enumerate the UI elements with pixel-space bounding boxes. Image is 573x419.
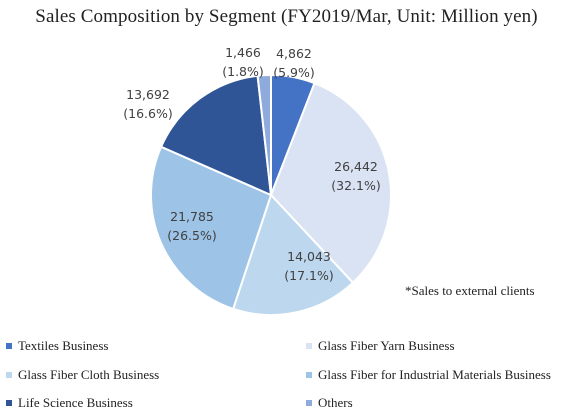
legend-swatch [6,343,12,349]
data-label-glass-fiber-yarn: 26,442 (32.1%) [331,159,380,193]
legend-swatch [306,343,312,349]
data-label-value: 1,466 [225,45,261,60]
data-label-percent: (32.1%) [331,178,380,193]
data-label-value: 26,442 [334,159,378,174]
data-label-value: 14,043 [287,249,331,264]
legend-label: Life Science Business [18,395,133,410]
legend-swatch [306,372,312,378]
data-label-value: 21,785 [170,209,214,224]
legend-label: Textiles Business [18,338,109,353]
data-label-percent: (16.6%) [123,106,172,121]
legend-item-textiles: Textiles Business [6,338,108,354]
legend-item-life-science: Life Science Business [6,395,133,411]
data-label-percent: (1.8%) [222,64,264,79]
pie-slice-life-science [159,74,273,197]
data-label-value: 13,692 [126,87,170,102]
data-label-percent: (26.5%) [167,228,216,243]
legend-label: Glass Fiber Cloth Business [18,367,160,382]
pie-slice-glass-fiber-cloth [231,193,355,316]
legend-item-glass-fiber-cloth: Glass Fiber Cloth Business [6,367,159,383]
pie-slice-others [256,73,272,196]
legend-item-industrial-materials: Glass Fiber for Industrial Materials Bus… [306,367,551,383]
legend-label: Glass Fiber Yarn Business [318,338,455,353]
data-label-glass-fiber-cloth: 14,043 (17.1%) [284,249,333,283]
legend-swatch [6,372,12,378]
data-label-life-science: 13,692 (16.6%) [123,87,172,121]
chart-title: Sales Composition by Segment (FY2019/Mar… [35,6,538,27]
footnote: *Sales to external clients [405,283,535,298]
pie-slice-glass-fiber-yarn [269,81,393,285]
legend-item-others: Others [306,395,353,411]
data-label-value: 4,862 [276,46,312,61]
data-label-percent: (17.1%) [284,268,333,283]
legend-label: Others [318,395,353,410]
legend-label: Glass Fiber for Industrial Materials Bus… [318,367,551,382]
legend-item-glass-fiber-yarn: Glass Fiber Yarn Business [306,338,455,354]
legend-swatch [6,400,12,406]
data-label-others: 1,466 (1.8%) [222,45,264,79]
data-label-percent: (5.9%) [273,65,315,80]
legend-swatch [306,400,312,406]
data-label-textiles: 4,862 (5.9%) [273,46,315,80]
pie-slice-industrial-materials [150,145,273,311]
data-label-industrial-materials: 21,785 (26.5%) [167,209,216,243]
